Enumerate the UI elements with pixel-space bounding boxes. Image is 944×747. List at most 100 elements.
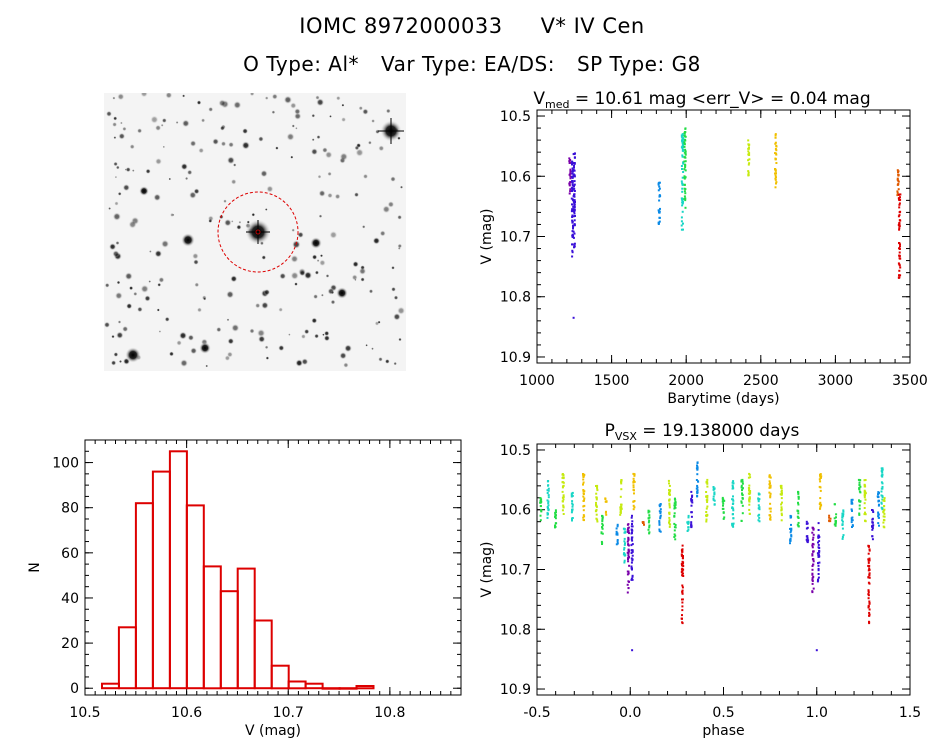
data-point xyxy=(658,199,661,202)
data-point xyxy=(680,180,683,183)
data-point xyxy=(723,516,726,519)
data-point xyxy=(871,509,874,512)
histogram-bar xyxy=(168,450,188,690)
field-star xyxy=(232,163,237,167)
data-point xyxy=(850,498,853,501)
data-point xyxy=(806,537,809,539)
field-star xyxy=(289,102,297,109)
data-point xyxy=(619,495,622,498)
data-point xyxy=(797,492,800,495)
field-star xyxy=(341,103,345,107)
data-point xyxy=(596,484,599,487)
data-point xyxy=(748,152,751,155)
data-point xyxy=(712,497,715,500)
data-point xyxy=(669,489,672,492)
data-point xyxy=(554,514,557,517)
data-point xyxy=(828,514,831,517)
data-point xyxy=(674,534,677,537)
data-point xyxy=(690,521,693,524)
data-point xyxy=(696,464,698,467)
data-point xyxy=(806,541,809,544)
data-point xyxy=(682,575,685,577)
data-point xyxy=(732,487,735,490)
data-point xyxy=(547,504,550,507)
data-point xyxy=(863,494,866,497)
data-point xyxy=(897,171,899,174)
data-point xyxy=(572,230,575,233)
data-point xyxy=(867,594,870,597)
data-point xyxy=(571,172,574,175)
data-point xyxy=(775,153,778,156)
y-tick-label: 60 xyxy=(61,546,79,562)
data-point xyxy=(857,478,860,481)
data-point xyxy=(573,246,575,249)
data-point xyxy=(573,193,576,196)
data-point xyxy=(871,528,874,531)
data-point xyxy=(780,506,783,509)
data-point xyxy=(569,170,572,173)
field-star xyxy=(294,282,298,286)
data-point xyxy=(615,530,618,533)
data-point xyxy=(632,500,635,503)
data-point xyxy=(571,517,574,519)
data-point xyxy=(631,575,634,578)
field-star xyxy=(140,284,149,294)
data-point xyxy=(681,572,684,575)
data-point xyxy=(632,486,635,489)
data-point xyxy=(817,567,820,570)
data-point xyxy=(896,191,899,194)
data-point xyxy=(882,511,885,514)
data-point xyxy=(881,482,884,485)
data-point xyxy=(812,533,815,536)
data-point xyxy=(705,491,708,493)
data-point xyxy=(789,514,792,517)
data-point xyxy=(828,520,831,523)
data-point xyxy=(806,522,809,525)
data-point xyxy=(842,510,845,513)
data-point xyxy=(572,199,575,202)
field-star xyxy=(393,361,398,366)
data-point xyxy=(775,181,778,184)
field-star xyxy=(112,96,116,100)
figure-title: IOMC 8972000033 V* IV Cen xyxy=(0,14,944,38)
field-star xyxy=(118,132,126,140)
data-point xyxy=(682,562,684,565)
data-point xyxy=(768,486,771,489)
data-point xyxy=(877,522,880,525)
field-star xyxy=(390,176,396,182)
data-point xyxy=(573,209,576,212)
data-point xyxy=(841,520,844,523)
data-point xyxy=(572,169,575,171)
data-point xyxy=(858,481,861,484)
data-point xyxy=(898,227,901,230)
data-point xyxy=(674,497,676,500)
data-point xyxy=(554,509,557,512)
data-point xyxy=(812,550,815,553)
data-point xyxy=(780,489,783,492)
x-tick-label: 1.5 xyxy=(899,705,921,721)
data-point xyxy=(780,509,783,512)
data-point xyxy=(898,214,901,217)
field-star xyxy=(131,169,135,172)
data-point xyxy=(631,543,634,546)
data-point xyxy=(658,510,661,513)
data-point xyxy=(769,484,772,487)
data-point xyxy=(883,515,886,518)
data-point xyxy=(741,492,743,495)
data-point xyxy=(868,614,871,617)
data-point xyxy=(601,527,604,530)
data-point xyxy=(573,162,576,165)
data-point xyxy=(571,181,574,184)
data-point xyxy=(539,505,542,507)
data-point xyxy=(562,505,565,508)
data-point xyxy=(833,523,836,526)
data-point xyxy=(572,173,575,176)
data-point xyxy=(627,552,630,555)
data-point xyxy=(657,221,660,224)
data-point xyxy=(684,153,687,156)
data-point xyxy=(774,178,777,181)
data-point xyxy=(880,501,883,504)
data-point xyxy=(713,488,716,490)
data-point xyxy=(573,232,576,235)
data-point xyxy=(673,522,676,525)
